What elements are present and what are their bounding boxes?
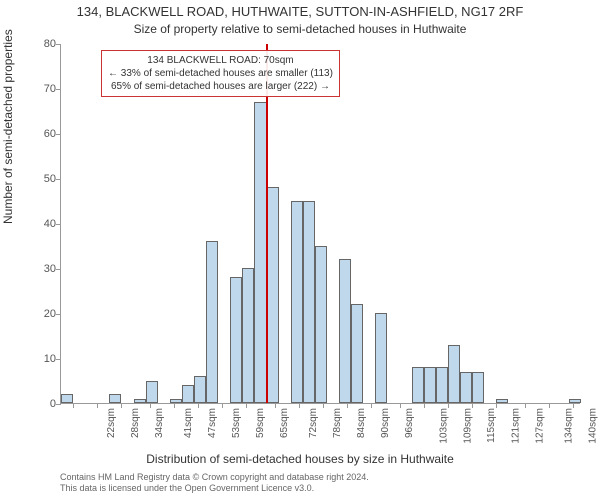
x-tick-label: 90sqm bbox=[380, 408, 391, 438]
y-tick-label: 60 bbox=[26, 128, 56, 140]
y-tick-label: 50 bbox=[26, 173, 56, 185]
x-tick bbox=[275, 403, 276, 408]
histogram-bar bbox=[206, 241, 218, 403]
x-tick-label: 96sqm bbox=[404, 408, 415, 438]
address-title: 134, BLACKWELL ROAD, HUTHWAITE, SUTTON-I… bbox=[0, 4, 600, 19]
y-tick bbox=[56, 179, 61, 180]
x-tick-label: 72sqm bbox=[308, 408, 319, 438]
histogram-bar bbox=[242, 268, 254, 403]
x-tick bbox=[198, 403, 199, 408]
y-tick bbox=[56, 269, 61, 270]
y-tick bbox=[56, 224, 61, 225]
x-tick-label: 53sqm bbox=[231, 408, 242, 438]
histogram-bar bbox=[424, 367, 436, 403]
x-tick bbox=[424, 403, 425, 408]
y-tick bbox=[56, 314, 61, 315]
x-tick-label: 115sqm bbox=[486, 408, 497, 443]
histogram-bar bbox=[230, 277, 242, 403]
y-tick-label: 0 bbox=[26, 398, 56, 410]
x-tick bbox=[347, 403, 348, 408]
histogram-bar bbox=[303, 201, 315, 404]
x-tick-label: 121sqm bbox=[511, 408, 522, 444]
x-tick-label: 34sqm bbox=[154, 408, 165, 438]
histogram-bar bbox=[109, 394, 121, 403]
x-tick-label: 22sqm bbox=[106, 408, 117, 438]
x-tick-label: 41sqm bbox=[183, 408, 194, 438]
x-tick bbox=[549, 403, 550, 408]
histogram-bar bbox=[351, 304, 363, 403]
x-tick-label: 84sqm bbox=[356, 408, 367, 438]
x-tick bbox=[174, 403, 175, 408]
y-tick-label: 40 bbox=[26, 218, 56, 230]
y-tick bbox=[56, 134, 61, 135]
histogram-bar bbox=[436, 367, 448, 403]
x-axis-label: Distribution of semi-detached houses by … bbox=[0, 452, 600, 466]
x-tick bbox=[246, 403, 247, 408]
histogram-bar bbox=[472, 372, 484, 404]
x-tick bbox=[97, 403, 98, 408]
reference-line bbox=[266, 44, 268, 403]
annotation-line-2: ← 33% of semi-detached houses are smalle… bbox=[108, 67, 333, 80]
y-tick-label: 20 bbox=[26, 308, 56, 320]
y-tick-label: 30 bbox=[26, 263, 56, 275]
x-tick-label: 78sqm bbox=[332, 408, 343, 438]
x-tick bbox=[73, 403, 74, 408]
y-axis-label: Number of semi-detached properties bbox=[1, 29, 15, 224]
plot-area: 134 BLACKWELL ROAD: 70sqm← 33% of semi-d… bbox=[60, 44, 580, 404]
x-tick-label: 140sqm bbox=[587, 408, 598, 444]
histogram-bar bbox=[448, 345, 460, 404]
footer-line-1: Contains HM Land Registry data © Crown c… bbox=[60, 472, 369, 483]
x-tick-label: 134sqm bbox=[563, 408, 574, 444]
x-tick bbox=[121, 403, 122, 408]
footer-line-2: This data is licensed under the Open Gov… bbox=[60, 483, 369, 494]
histogram-bar bbox=[146, 381, 158, 404]
histogram-bar bbox=[134, 399, 146, 404]
x-tick-label: 109sqm bbox=[462, 408, 473, 444]
histogram-bar bbox=[170, 399, 182, 404]
histogram-bar bbox=[194, 376, 206, 403]
x-tick-label: 103sqm bbox=[438, 408, 449, 444]
footer-attribution: Contains HM Land Registry data © Crown c… bbox=[60, 472, 369, 494]
histogram-bar bbox=[61, 394, 73, 403]
x-tick-label: 28sqm bbox=[130, 408, 141, 438]
x-tick bbox=[525, 403, 526, 408]
annotation-line-3: 65% of semi-detached houses are larger (… bbox=[108, 80, 333, 93]
y-tick bbox=[56, 44, 61, 45]
histogram-bar bbox=[267, 187, 279, 403]
x-tick bbox=[150, 403, 151, 408]
x-tick bbox=[222, 403, 223, 408]
subtitle: Size of property relative to semi-detach… bbox=[0, 22, 600, 36]
histogram-bar bbox=[182, 385, 194, 403]
x-tick-label: 127sqm bbox=[535, 408, 546, 444]
x-tick bbox=[400, 403, 401, 408]
chart-container: 134, BLACKWELL ROAD, HUTHWAITE, SUTTON-I… bbox=[0, 0, 600, 500]
x-tick bbox=[323, 403, 324, 408]
x-tick-label: 65sqm bbox=[279, 408, 290, 438]
x-tick-label: 59sqm bbox=[255, 408, 266, 438]
y-tick-label: 10 bbox=[26, 353, 56, 365]
histogram-bar bbox=[460, 372, 472, 404]
y-tick-label: 70 bbox=[26, 83, 56, 95]
annotation-line-1: 134 BLACKWELL ROAD: 70sqm bbox=[108, 54, 333, 67]
histogram-bar bbox=[375, 313, 387, 403]
y-tick-label: 80 bbox=[26, 38, 56, 50]
histogram-bar bbox=[315, 246, 327, 404]
histogram-bar bbox=[291, 201, 303, 404]
y-tick bbox=[56, 404, 61, 405]
histogram-bar bbox=[339, 259, 351, 403]
y-tick bbox=[56, 89, 61, 90]
histogram-bar bbox=[412, 367, 424, 403]
histogram-bar bbox=[569, 399, 581, 404]
histogram-bar bbox=[496, 399, 508, 404]
x-tick bbox=[299, 403, 300, 408]
y-tick bbox=[56, 359, 61, 360]
x-tick bbox=[371, 403, 372, 408]
x-tick-label: 47sqm bbox=[207, 408, 218, 438]
annotation-box: 134 BLACKWELL ROAD: 70sqm← 33% of semi-d… bbox=[101, 50, 340, 97]
